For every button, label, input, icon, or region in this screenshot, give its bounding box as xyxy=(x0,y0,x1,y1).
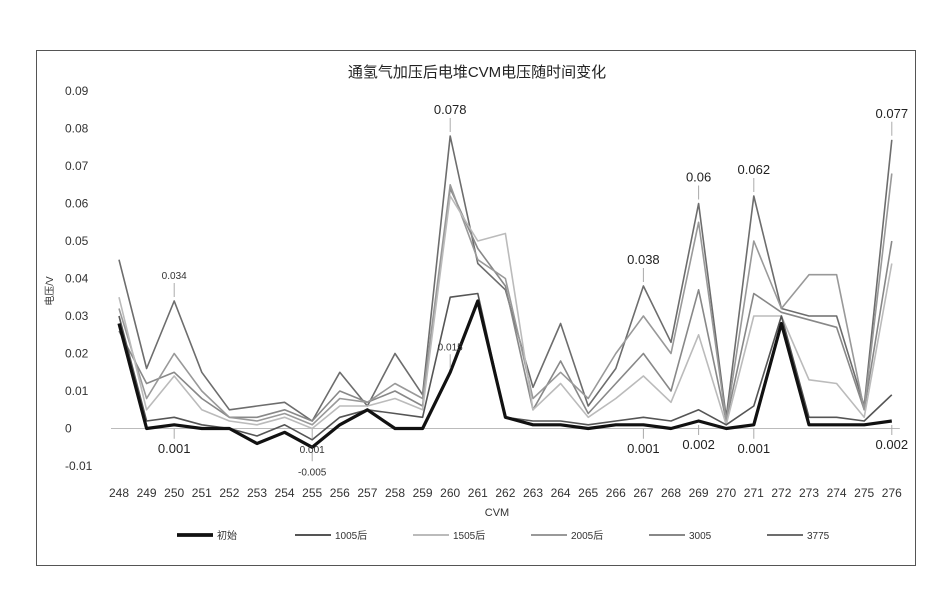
y-tick-label: 0.01 xyxy=(65,384,89,398)
x-axis-label: CVM xyxy=(485,507,509,519)
y-tick-label: 0.06 xyxy=(65,197,89,211)
x-tick-label: 256 xyxy=(330,486,350,500)
x-tick-label: 265 xyxy=(578,486,598,500)
x-tick-label: 266 xyxy=(606,486,626,500)
data-label: 0.002 xyxy=(876,437,909,452)
data-label: 0.001 xyxy=(300,445,325,456)
series-line xyxy=(119,174,892,425)
legend-label: 1005后 xyxy=(335,530,367,542)
x-tick-label: 248 xyxy=(109,486,129,500)
x-tick-label: 264 xyxy=(551,486,571,500)
x-tick-label: 267 xyxy=(633,486,653,500)
x-tick-label: 269 xyxy=(689,486,709,500)
data-label: 0.034 xyxy=(162,271,187,282)
data-label: -0.005 xyxy=(298,467,327,478)
legend-label: 3775 xyxy=(807,531,830,542)
x-tick-label: 262 xyxy=(495,486,515,500)
data-label: 0.06 xyxy=(686,170,711,185)
x-tick-label: 276 xyxy=(882,486,902,500)
data-label: 0.062 xyxy=(738,162,771,177)
y-axis-label: 电压/V xyxy=(43,276,56,306)
x-tick-label: 268 xyxy=(661,486,681,500)
legend-label: 初始 xyxy=(217,529,237,542)
y-tick-label: 0 xyxy=(65,422,72,436)
data-label: 0.001 xyxy=(627,441,660,456)
y-tick-label: 0.02 xyxy=(65,347,89,361)
legend-label: 3005 xyxy=(689,531,712,542)
x-tick-label: 258 xyxy=(385,486,405,500)
x-tick-label: 272 xyxy=(771,486,791,500)
y-tick-label: 0.04 xyxy=(65,272,89,286)
x-tick-label: 250 xyxy=(164,486,184,500)
y-tick-label: 0.08 xyxy=(65,122,89,136)
x-axis: 248 249 250 251 252 253 254 255 256 257 258 259 260 2… xyxy=(109,486,902,500)
y-tick-label: -0.01 xyxy=(65,459,93,473)
x-tick-label: 253 xyxy=(247,486,267,500)
series-lines xyxy=(119,136,892,447)
x-tick-label: 251 xyxy=(192,486,212,500)
x-tick-label: 254 xyxy=(275,486,295,500)
x-tick-label: 259 xyxy=(413,486,433,500)
series-line xyxy=(119,301,892,447)
x-tick-label: 274 xyxy=(827,486,847,500)
data-label: 0.078 xyxy=(434,102,467,117)
y-tick-label: 0.05 xyxy=(65,234,89,248)
series-line xyxy=(119,196,892,429)
x-tick-label: 273 xyxy=(799,486,819,500)
legend-label: 2005后 xyxy=(571,530,603,542)
legend-label: 1505后 xyxy=(453,530,485,542)
x-tick-label: 271 xyxy=(744,486,764,500)
data-label: 0.002 xyxy=(682,437,715,452)
x-tick-label: 252 xyxy=(219,486,239,500)
y-tick-label: 0.03 xyxy=(65,309,89,323)
chart-title: 通氢气加压后电堆CVM电压随时间变化 xyxy=(348,64,606,81)
data-label: 0.001 xyxy=(738,441,771,456)
x-tick-label: 249 xyxy=(137,486,157,500)
data-label: 0.015 xyxy=(438,342,463,353)
data-label: 0.077 xyxy=(876,106,909,121)
x-tick-label: 257 xyxy=(357,486,377,500)
y-axis: -0.01 0 0.01 0.02 0.03 0.04 0.05 0.06 0.07 0.08 0.… xyxy=(65,84,93,473)
data-label: 0.038 xyxy=(627,252,660,267)
y-tick-label: 0.09 xyxy=(65,84,89,98)
x-tick-label: 275 xyxy=(854,486,874,500)
legend: 初始 1005后 1505后 2005后 3005 3775 xyxy=(177,529,830,542)
y-tick-label: 0.07 xyxy=(65,159,89,173)
chart-frame: 通氢气加压后电堆CVM电压随时间变化 -0.01 0 0.01 0.02 0.03 0.0… xyxy=(36,50,916,566)
x-tick-label: 263 xyxy=(523,486,543,500)
line-chart: 通氢气加压后电堆CVM电压随时间变化 -0.01 0 0.01 0.02 0.03 0.0… xyxy=(37,51,915,565)
x-tick-label: 270 xyxy=(716,486,736,500)
x-tick-label: 255 xyxy=(302,486,322,500)
series-line xyxy=(119,189,892,422)
x-tick-label: 261 xyxy=(468,486,488,500)
data-label: 0.001 xyxy=(158,441,191,456)
x-tick-label: 260 xyxy=(440,486,460,500)
